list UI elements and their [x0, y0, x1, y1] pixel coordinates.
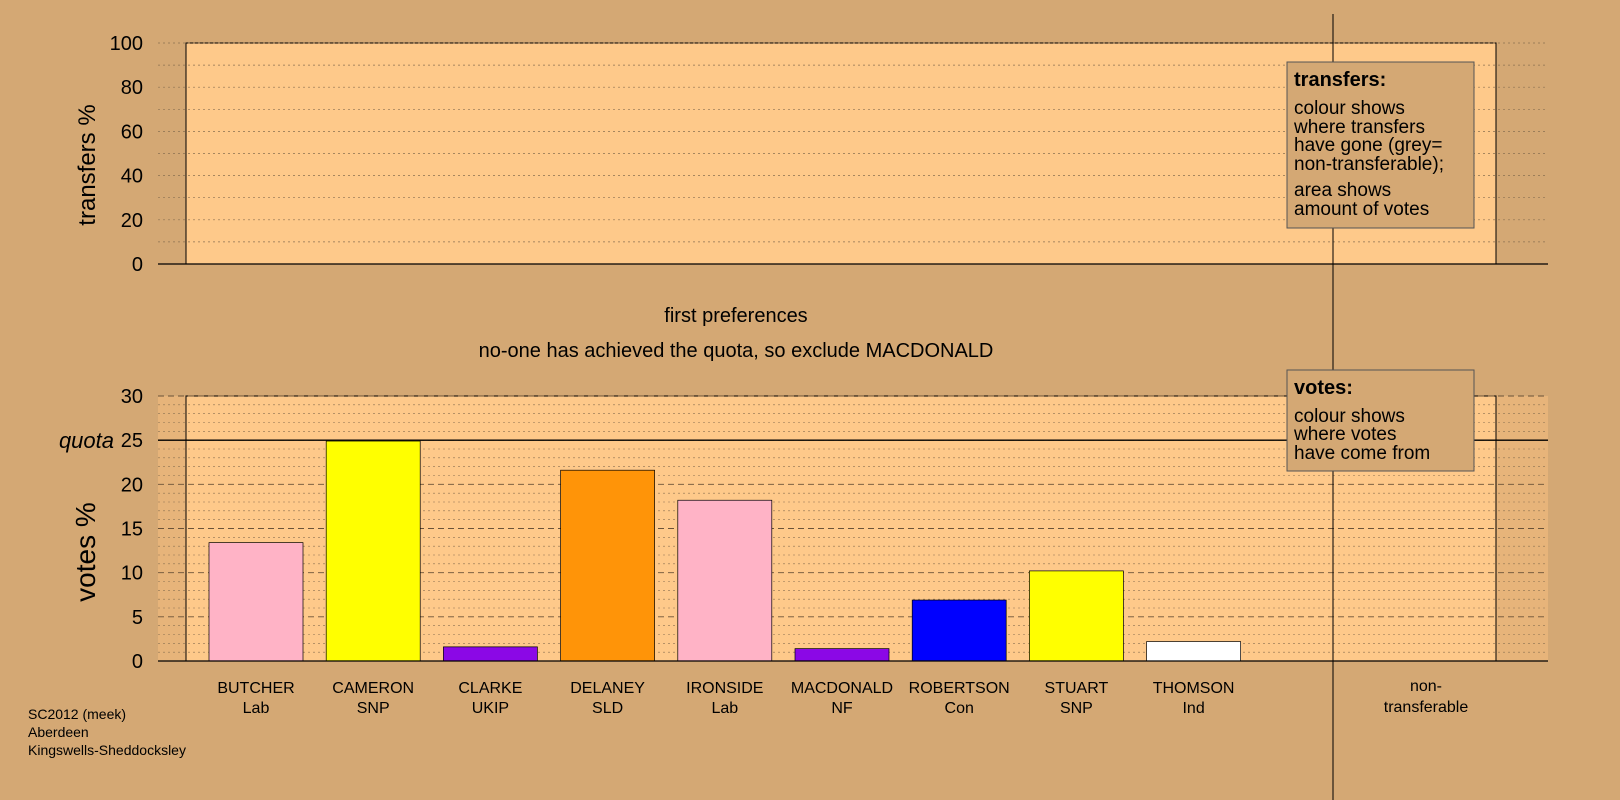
- vote-bar-thomson: [1146, 641, 1241, 662]
- transfers-legend-line: amount of votes: [1294, 199, 1429, 220]
- vote-bar-clarke: [443, 646, 538, 662]
- vote-bar-stuart: [1029, 570, 1124, 662]
- candidate-party: Lab: [711, 700, 738, 717]
- candidate-name: THOMSON: [1153, 680, 1235, 697]
- chart-subtitle: no-one has achieved the quota, so exclud…: [479, 340, 994, 362]
- candidate-party: SNP: [1060, 700, 1093, 717]
- transfers-y-tick-label: 80: [121, 77, 143, 99]
- council-name: Aberdeen: [28, 724, 89, 740]
- vote-bar-cameron: [325, 440, 421, 662]
- transfers-y-tick-label: 60: [121, 121, 143, 143]
- election-source: SC2012 (meek): [28, 706, 127, 722]
- votes-y-tick-label: 5: [132, 607, 143, 629]
- transfers-y-tick-label: 0: [132, 254, 143, 276]
- transfers-legend-line: non-transferable);: [1294, 154, 1444, 175]
- votes-y-axis-label: votes %: [70, 502, 101, 602]
- candidate-name: ROBERTSON: [909, 680, 1010, 697]
- votes-legend-line: where votes: [1293, 424, 1396, 445]
- candidate-name: CLARKE: [458, 680, 522, 697]
- vote-bar-robertson: [911, 599, 1007, 662]
- vote-bar-delaney: [560, 469, 655, 662]
- candidate-name: MACDONALD: [791, 680, 893, 697]
- votes-y-ticks: 0 5 10 15 20 25 30: [121, 386, 143, 673]
- vote-bar-macdonald: [794, 648, 890, 662]
- votes-panel: 0 5 10 15 20 25 30 quota votes % BUTCHER Lab CAM…: [59, 386, 1548, 717]
- candidate-party: SNP: [357, 700, 390, 717]
- votes-y-tick-label: 30: [121, 386, 143, 408]
- candidate-party: NF: [831, 700, 853, 717]
- candidate-name: IRONSIDE: [686, 680, 763, 697]
- transfers-legend-line: colour shows: [1294, 98, 1405, 119]
- transfers-y-tick-label: 100: [110, 33, 143, 55]
- candidate-name: STUART: [1045, 680, 1109, 697]
- votes-y-tick-label: 25: [121, 430, 143, 452]
- candidate-party: Con: [945, 700, 974, 717]
- transfers-legend-title: transfers:: [1294, 69, 1386, 91]
- nontransferable-label-line2: transferable: [1384, 699, 1469, 716]
- votes-y-tick-label: 10: [121, 563, 143, 585]
- transfers-legend-box: [1286, 61, 1475, 229]
- candidate-labels: BUTCHER Lab CAMERON SNP CLARKE UKIP DELANEY SLD…: [217, 680, 1234, 717]
- chart-title: first preferences: [664, 305, 807, 327]
- ward-name: Kingswells-Sheddocksley: [28, 742, 186, 758]
- votes-legend: votes: colour shows where votes have com…: [1286, 369, 1475, 472]
- votes-legend-box: [1286, 369, 1475, 472]
- vote-bar-butcher: [208, 542, 304, 662]
- votes-legend-line: have come from: [1294, 443, 1430, 464]
- votes-legend-line: colour shows: [1294, 406, 1405, 427]
- transfers-legend: transfers: colour shows where transfers …: [1286, 61, 1475, 229]
- transfers-panel: 0 20 40 60 80 100 transfers %: [74, 33, 1548, 276]
- transfers-legend-line: area shows: [1294, 180, 1391, 201]
- votes-legend-title: votes:: [1294, 377, 1353, 399]
- candidate-name: BUTCHER: [217, 680, 294, 697]
- quota-label: quota: [59, 428, 114, 453]
- transfers-legend-line: have gone (grey=: [1294, 135, 1442, 156]
- candidate-party: UKIP: [472, 700, 509, 717]
- transfers-y-tick-label: 20: [121, 210, 143, 232]
- transfers-y-axis-label: transfers %: [74, 104, 101, 225]
- candidate-party: Lab: [243, 700, 270, 717]
- transfers-y-ticks: 0 20 40 60 80 100: [110, 33, 143, 276]
- votes-y-tick-label: 0: [132, 651, 143, 673]
- votes-bars: [208, 440, 1241, 662]
- nontransferable-label-line1: non-: [1410, 678, 1442, 695]
- vote-bar-ironside: [677, 499, 773, 662]
- votes-y-tick-label: 15: [121, 519, 143, 541]
- candidate-name: CAMERON: [332, 680, 414, 697]
- transfers-legend-line: where transfers: [1293, 117, 1425, 138]
- transfers-y-tick-label: 40: [121, 166, 143, 188]
- candidate-party: SLD: [592, 700, 623, 717]
- candidate-party: Ind: [1182, 700, 1204, 717]
- election-info: SC2012 (meek) Aberdeen Kingswells-Sheddo…: [28, 705, 186, 759]
- transfers-gridlines: [158, 42, 1548, 243]
- candidate-name: DELANEY: [570, 680, 645, 697]
- votes-y-tick-label: 20: [121, 474, 143, 496]
